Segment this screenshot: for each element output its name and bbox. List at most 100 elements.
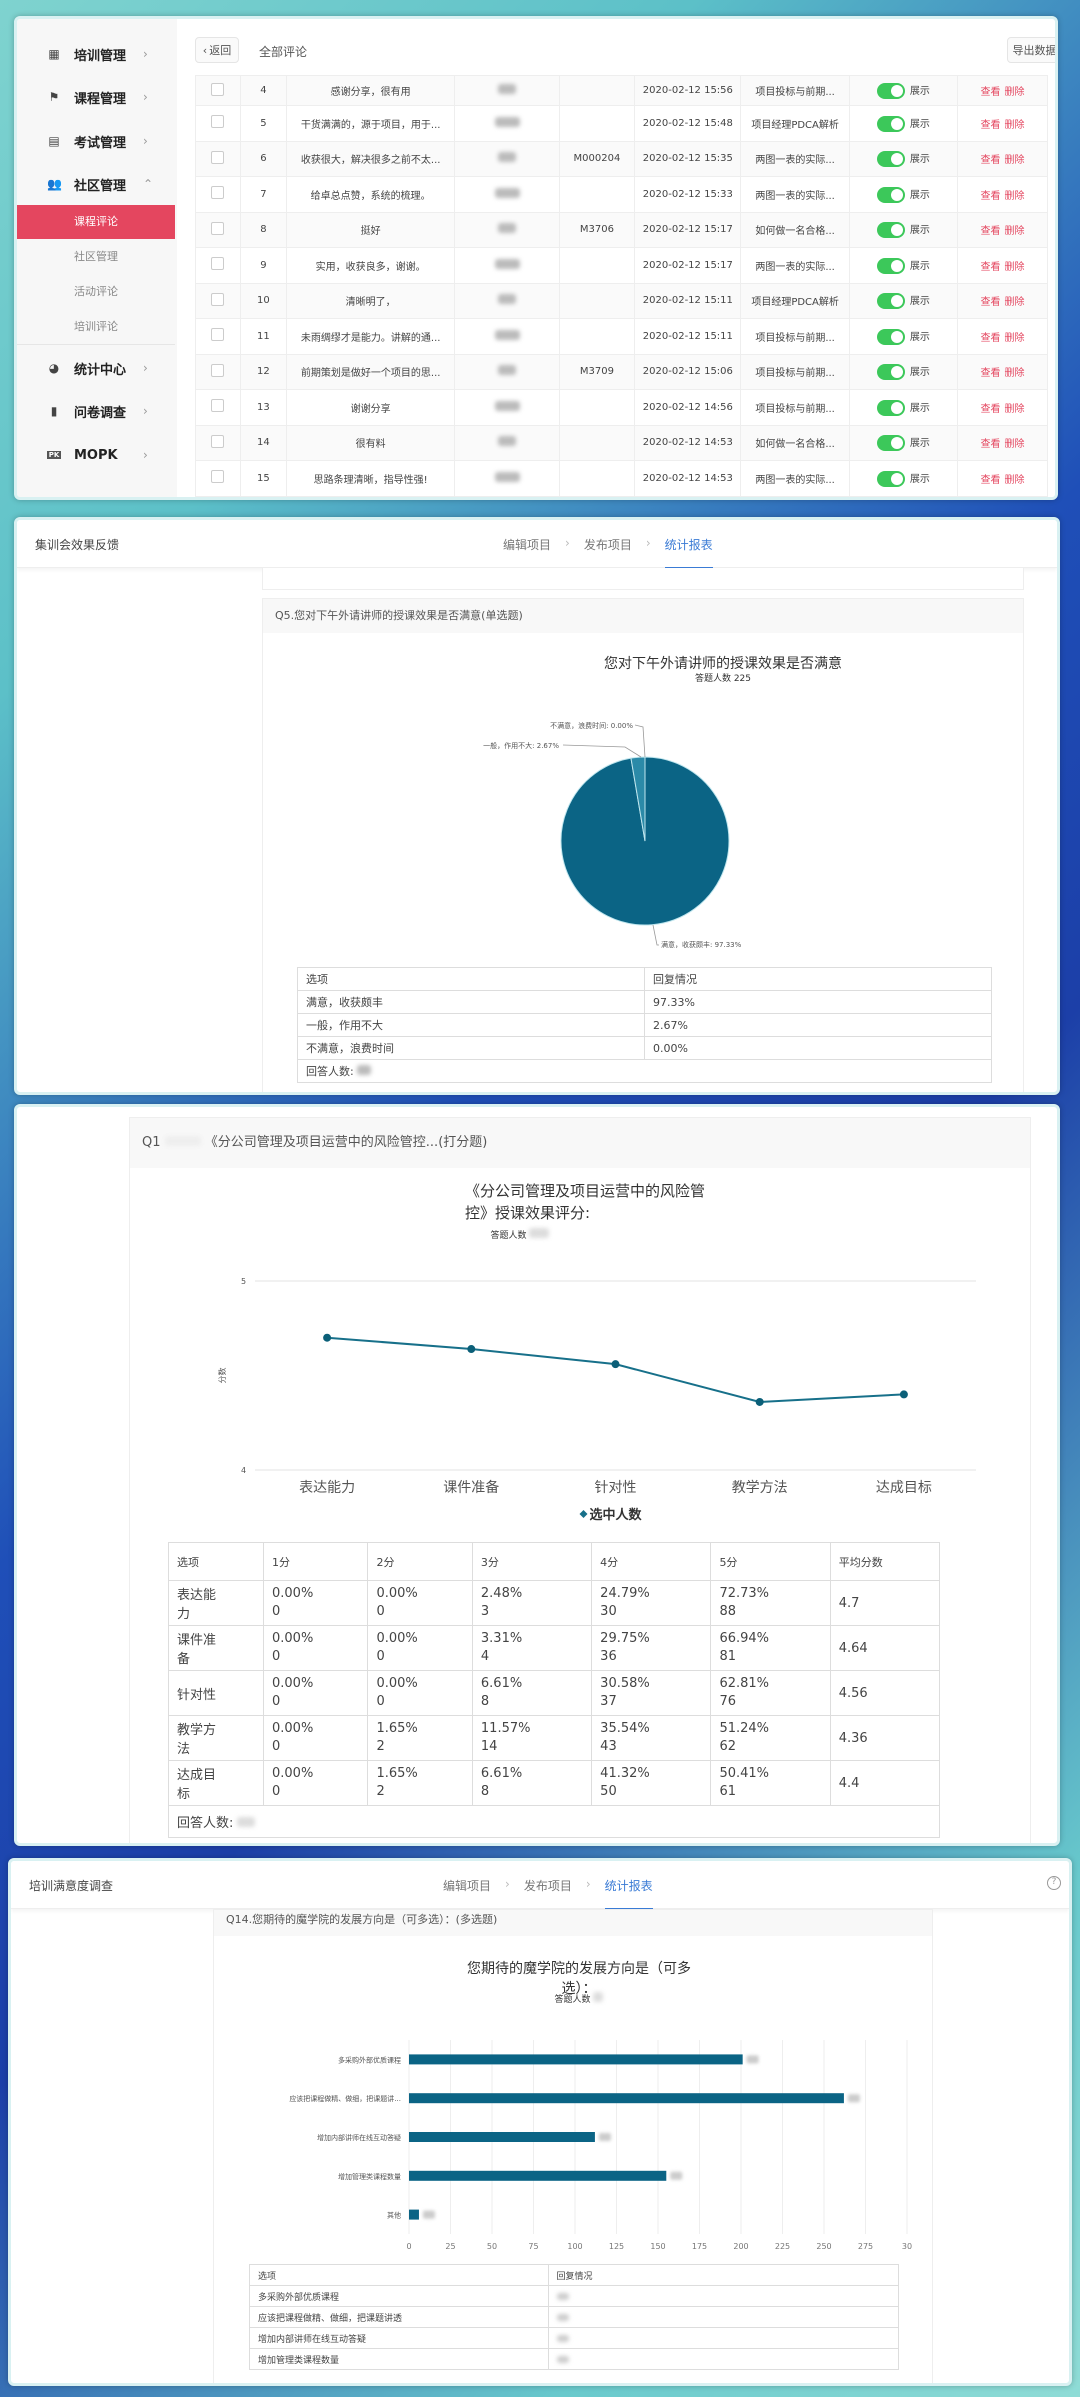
bar-value-label-blurred: [746, 2055, 759, 2064]
help-icon[interactable]: ?: [1047, 1876, 1061, 1890]
view-link[interactable]: 查看: [980, 297, 1001, 309]
actions-cell: 查看 删除: [957, 318, 1048, 355]
display-toggle[interactable]: [876, 328, 905, 345]
sidebar-item[interactable]: ▦ 培训管理 ›: [17, 37, 175, 71]
display-toggle[interactable]: [876, 470, 905, 487]
status-label: 展示: [909, 118, 930, 130]
option-cell: 表达能力: [168, 1580, 264, 1626]
sidebar-item-label: 课程管理: [74, 91, 127, 107]
back-button[interactable]: ‹ 返回: [195, 37, 239, 63]
row-checkbox[interactable]: [211, 82, 225, 96]
delete-link[interactable]: 删除: [1004, 474, 1025, 486]
display-toggle[interactable]: [876, 83, 905, 99]
delete-link[interactable]: 删除: [1004, 261, 1025, 273]
actions-cell: 查看 删除: [957, 75, 1048, 106]
delete-link[interactable]: 删除: [1004, 368, 1025, 380]
delete-link[interactable]: 删除: [1004, 119, 1025, 131]
delete-link[interactable]: 删除: [1004, 439, 1025, 451]
row-checkbox[interactable]: [211, 470, 225, 484]
count: 2: [376, 1784, 385, 1799]
delete-link[interactable]: 删除: [1004, 155, 1025, 167]
sidebar-item[interactable]: ◕ 统计中心 ›: [17, 351, 175, 385]
sidebar-item[interactable]: PK MOPK ›: [17, 438, 175, 472]
reply-cell: [547, 2327, 900, 2349]
sidebar-item[interactable]: ▮ 问卷调查 ›: [17, 394, 175, 428]
y-tick-label: 4: [241, 1466, 246, 1475]
view-link[interactable]: 查看: [980, 226, 1001, 238]
sidebar-subitem[interactable]: 活动评论: [74, 285, 118, 298]
row-checkbox[interactable]: [211, 221, 225, 235]
row-checkbox[interactable]: [211, 434, 225, 448]
step-publish[interactable]: 发布项目: [583, 538, 632, 552]
row-checkbox[interactable]: [211, 363, 225, 377]
user-cell: [454, 75, 560, 106]
row-checkbox[interactable]: [211, 257, 225, 271]
count: 0: [376, 1694, 385, 1709]
delete-link[interactable]: 删除: [1004, 87, 1025, 98]
display-toggle[interactable]: [876, 399, 905, 416]
course-cell: 两图一表的实际...: [740, 460, 850, 497]
table-row: 一般，作用不大 2.67%: [297, 1013, 992, 1037]
view-link[interactable]: 查看: [980, 403, 1001, 415]
bar: [409, 2170, 667, 2181]
status-cell: 展示: [848, 140, 959, 177]
display-toggle[interactable]: [876, 151, 905, 168]
step-report[interactable]: 统计报表: [604, 1879, 653, 1910]
delete-link[interactable]: 删除: [1004, 297, 1025, 309]
view-link[interactable]: 查看: [980, 119, 1001, 131]
step-edit[interactable]: 编辑项目: [443, 1879, 492, 1893]
score-cell: 41.32% 50: [591, 1760, 712, 1806]
row-checkbox[interactable]: [211, 399, 225, 413]
sidebar-item[interactable]: ⚑ 课程管理 ›: [17, 80, 175, 114]
row-checkbox[interactable]: [211, 186, 225, 200]
view-link[interactable]: 查看: [980, 261, 1001, 273]
score-cell: 6.61% 8: [471, 1670, 593, 1716]
code-cell: [558, 424, 636, 461]
table-row: 针对性 0.00% 0 0.00% 0 6.61% 8 30.58% 37 62.81% 76 4.5…: [168, 1670, 941, 1716]
view-link[interactable]: 查看: [980, 190, 1001, 202]
table-row: 课件准备 0.00% 0 0.00% 0 3.31% 4 29.75% 36 66.94% 81 4.…: [168, 1625, 941, 1671]
row-checkbox[interactable]: [211, 292, 225, 306]
bar: [409, 2054, 743, 2065]
export-data-button[interactable]: 导出数据: [1007, 37, 1055, 63]
count: 0: [376, 1649, 385, 1664]
delete-link[interactable]: 删除: [1004, 226, 1025, 238]
display-toggle[interactable]: [876, 257, 905, 274]
delete-link[interactable]: 删除: [1004, 332, 1025, 344]
sidebar-subitem[interactable]: 社区管理: [74, 250, 118, 263]
view-link[interactable]: 查看: [980, 332, 1001, 344]
display-toggle[interactable]: [876, 435, 905, 452]
sidebar-item-label: 统计中心: [74, 362, 127, 378]
sidebar-subitem[interactable]: 课程评论: [17, 205, 175, 239]
delete-link[interactable]: 删除: [1004, 403, 1025, 415]
respondents-row: 回答人数:: [297, 1059, 992, 1083]
display-toggle[interactable]: [876, 293, 905, 310]
sidebar-subitem[interactable]: 培训评论: [74, 320, 118, 333]
view-link[interactable]: 查看: [980, 155, 1001, 167]
view-link[interactable]: 查看: [980, 474, 1001, 486]
actions-cell: 查看 删除: [957, 424, 1048, 461]
percent: 50.41%: [719, 1766, 770, 1781]
table-row: 不满意，浪费时间 0.00%: [297, 1036, 992, 1060]
view-link[interactable]: 查看: [980, 439, 1001, 451]
display-toggle[interactable]: [876, 222, 905, 239]
view-link[interactable]: 查看: [980, 87, 1001, 98]
user-cell: [454, 247, 560, 284]
step-edit[interactable]: 编辑项目: [503, 538, 552, 552]
sidebar-item[interactable]: 👥 社区管理 ⌃: [17, 167, 175, 201]
view-link[interactable]: 查看: [980, 368, 1001, 380]
display-toggle[interactable]: [876, 364, 905, 381]
row-checkbox[interactable]: [211, 115, 225, 129]
step-report[interactable]: 统计报表: [664, 538, 713, 569]
display-toggle[interactable]: [876, 186, 905, 203]
score-cell: 0.00% 0: [262, 1625, 369, 1671]
display-toggle[interactable]: [876, 115, 905, 132]
project-title: 集训会效果反馈: [35, 538, 120, 552]
row-checkbox[interactable]: [211, 150, 225, 164]
row-checkbox[interactable]: [211, 328, 225, 342]
status-cell: 展示: [848, 460, 959, 497]
sidebar-item[interactable]: ▤ 考试管理 ›: [17, 124, 175, 158]
blurred-username: [494, 400, 520, 411]
step-publish[interactable]: 发布项目: [523, 1879, 572, 1893]
delete-link[interactable]: 删除: [1004, 190, 1025, 202]
